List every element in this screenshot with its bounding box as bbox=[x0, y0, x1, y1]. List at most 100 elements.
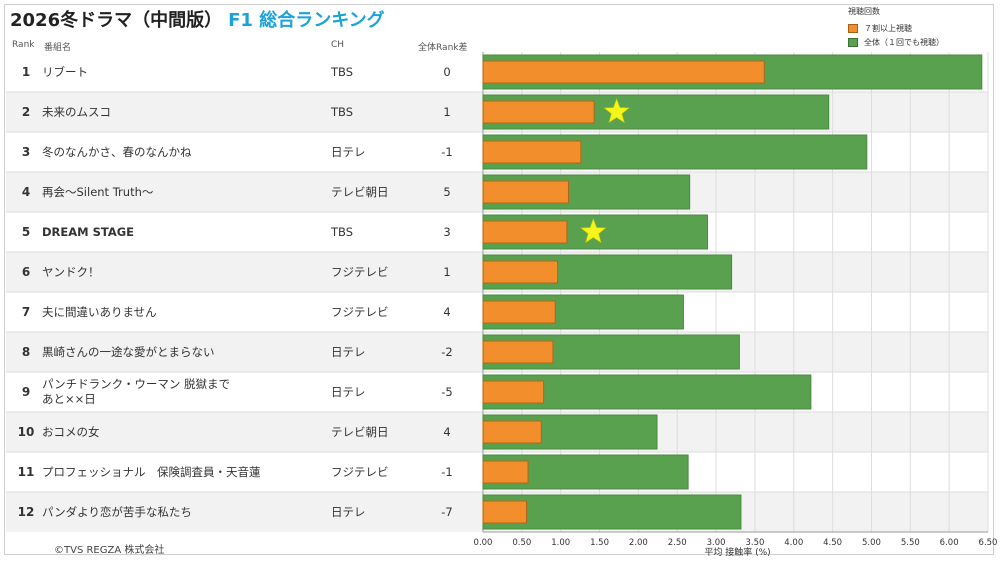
rank-diff-cell: 5 bbox=[443, 185, 451, 199]
rank-cell: 6 bbox=[21, 265, 31, 279]
bar-70pct bbox=[482, 100, 595, 124]
header-channel: CH bbox=[331, 40, 345, 50]
program-name-cell: おコメの女 bbox=[42, 424, 100, 439]
table-row: 9 パンチドランク・ウーマン 脱獄まであと××日 日テレ -5 bbox=[6, 372, 483, 412]
header-rank: Rank bbox=[12, 40, 35, 50]
legend-title: 視聴回数 bbox=[848, 7, 880, 16]
rank-cell: 2 bbox=[21, 105, 31, 119]
table-row: 1 リブート TBS 0 bbox=[6, 52, 483, 92]
copyright: ©TVS REGZA 株式会社 bbox=[54, 545, 165, 556]
legend: 視聴回数 ７割以上視聴 全体（１回でも視聴） bbox=[848, 6, 944, 49]
program-name-cell: プロフェッショナル 保険調査員・天音蓮 bbox=[42, 464, 261, 479]
rank-cell: 7 bbox=[21, 305, 31, 319]
x-tick-label: 0.00 bbox=[474, 538, 493, 548]
rank-diff-cell: 3 bbox=[443, 225, 451, 239]
table-row: 3 冬のなんかさ、春のなんかね 日テレ -1 bbox=[6, 132, 483, 172]
star-icon bbox=[580, 218, 607, 244]
channel-cell: 日テレ bbox=[331, 505, 366, 519]
title-main: 2026冬ドラマ（中間版） bbox=[10, 10, 223, 31]
header-name: 番組名 bbox=[44, 43, 72, 53]
channel-cell: フジテレビ bbox=[331, 465, 389, 479]
x-tick-label: 6.00 bbox=[940, 538, 959, 548]
x-tick-label: 0.50 bbox=[512, 538, 531, 548]
rank-cell: 12 bbox=[17, 505, 35, 519]
x-tick-label: 2.50 bbox=[668, 538, 687, 548]
bar-70pct bbox=[482, 420, 542, 444]
channel-cell: 日テレ bbox=[331, 385, 366, 399]
legend-label-green: 全体（１回でも視聴） bbox=[864, 37, 944, 47]
program-name-cell: 黒崎さんの一途な愛がとまらない bbox=[42, 344, 215, 359]
channel-cell: テレビ朝日 bbox=[331, 425, 389, 439]
channel-cell: 日テレ bbox=[331, 345, 366, 359]
rank-diff-cell: 4 bbox=[443, 305, 451, 319]
x-tick-label: 3.50 bbox=[745, 538, 764, 548]
program-name-cell: DREAM STAGE bbox=[42, 224, 135, 239]
rank-diff-cell: 1 bbox=[443, 265, 451, 279]
x-tick-label: 4.50 bbox=[823, 538, 842, 548]
title-highlight: F1 総合ランキング bbox=[228, 10, 385, 31]
table-row: 6 ヤンドク！ フジテレビ 1 bbox=[6, 252, 483, 292]
channel-cell: 日テレ bbox=[331, 145, 366, 159]
rank-diff-cell: -1 bbox=[441, 145, 453, 159]
page-title: 2026冬ドラマ（中間版） F1 総合ランキング bbox=[10, 6, 385, 32]
rank-diff-cell: -2 bbox=[441, 345, 453, 359]
program-name-cell: 再会～Silent Truth～ bbox=[42, 184, 154, 199]
x-tick-label: 1.50 bbox=[590, 538, 609, 548]
rank-cell: 4 bbox=[21, 185, 31, 199]
channel-cell: フジテレビ bbox=[331, 305, 389, 319]
legend-item-green: 全体（１回でも視聴） bbox=[848, 35, 944, 49]
channel-cell: フジテレビ bbox=[331, 265, 389, 279]
x-tick-label: 1.00 bbox=[551, 538, 570, 548]
rank-cell: 3 bbox=[21, 145, 31, 159]
x-axis-label: 平均 接触率 (%) bbox=[704, 548, 771, 558]
legend-item-orange: ７割以上視聴 bbox=[848, 21, 944, 35]
program-name-cell: リブート bbox=[42, 64, 88, 79]
bar-70pct bbox=[482, 180, 569, 204]
x-tick-label: 5.00 bbox=[862, 538, 881, 548]
rank-diff-cell: 4 bbox=[443, 425, 451, 439]
rank-cell: 10 bbox=[17, 425, 35, 439]
rank-diff-cell: 0 bbox=[443, 65, 451, 79]
bar-70pct bbox=[482, 60, 765, 84]
program-name-cell: 夫に間違いありません bbox=[42, 304, 157, 319]
legend-swatch-green bbox=[848, 37, 858, 47]
rank-cell: 5 bbox=[21, 225, 31, 239]
table-row: 11 プロフェッショナル 保険調査員・天音蓮 フジテレビ -1 bbox=[6, 452, 483, 492]
rank-cell: 9 bbox=[21, 385, 31, 399]
rank-cell: 1 bbox=[21, 65, 31, 79]
program-name-cell: 冬のなんかさ、春のなんかね bbox=[42, 144, 192, 159]
legend-label-orange: ７割以上視聴 bbox=[864, 23, 912, 33]
star-icon bbox=[603, 98, 630, 124]
bar-70pct bbox=[482, 260, 559, 284]
program-name-cell: パンチドランク・ウーマン 脱獄まであと××日 bbox=[42, 377, 230, 406]
rank-cell: 8 bbox=[21, 345, 31, 359]
table-row: 12 パンダより恋が苦手な私たち 日テレ -7 bbox=[6, 492, 483, 532]
table-row: 4 再会～Silent Truth～ テレビ朝日 5 bbox=[6, 172, 483, 212]
rank-diff-cell: -1 bbox=[441, 465, 453, 479]
x-tick-label: 2.00 bbox=[629, 538, 648, 548]
bar-70pct bbox=[482, 140, 582, 164]
program-name-cell: 未来のムスコ bbox=[42, 104, 111, 119]
bar-70pct bbox=[482, 460, 529, 484]
table-row: 8 黒崎さんの一途な愛がとまらない 日テレ -2 bbox=[6, 332, 483, 372]
program-name-cell: ヤンドク！ bbox=[42, 264, 100, 279]
table-row: 10 おコメの女 テレビ朝日 4 bbox=[6, 412, 483, 452]
bar-70pct bbox=[482, 500, 528, 524]
legend-swatch-orange bbox=[848, 23, 858, 33]
program-name-cell: パンダより恋が苦手な私たち bbox=[42, 504, 192, 519]
table-row: 5 DREAM STAGE TBS 3 bbox=[6, 212, 483, 252]
table-row: 7 夫に間違いありません フジテレビ 4 bbox=[6, 292, 483, 332]
x-tick-label: 6.50 bbox=[979, 538, 998, 548]
x-tick-label: 5.50 bbox=[901, 538, 920, 548]
table-row: 2 未来のムスコ TBS 1 bbox=[6, 92, 483, 132]
bar-70pct bbox=[482, 380, 545, 404]
bar-70pct bbox=[482, 340, 554, 364]
channel-cell: TBS bbox=[331, 105, 354, 119]
x-tick-label: 3.00 bbox=[707, 538, 726, 548]
rank-cell: 11 bbox=[17, 465, 35, 479]
channel-cell: TBS bbox=[331, 65, 354, 79]
header-diff: 全体Rank差 bbox=[418, 43, 468, 53]
x-tick-label: 4.00 bbox=[784, 538, 803, 548]
bar-70pct bbox=[482, 300, 556, 324]
